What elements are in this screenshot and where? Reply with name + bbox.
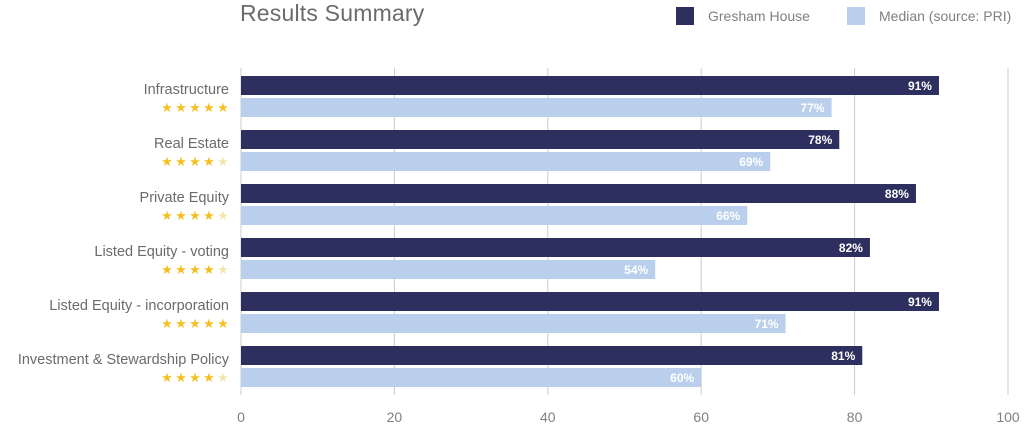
legend-swatch-median (847, 7, 865, 25)
bar-median-source-pri-infrastructure (241, 98, 832, 117)
data-label: 54% (624, 263, 648, 277)
star-icon: ★ (217, 154, 229, 169)
star-icon: ★ (217, 208, 229, 223)
data-label: 66% (716, 209, 740, 223)
bar-gresham-house-listed-equity-voting (241, 238, 870, 257)
data-label: 60% (670, 371, 694, 385)
category-label-listed-equity-voting: Listed Equity - voting (94, 244, 229, 260)
star-icon: ★ (189, 316, 201, 331)
star-icon: ★ (189, 262, 201, 277)
legend-item-median: Median (source: PRI) (847, 6, 1011, 26)
bar-median-source-pri-listed-equity-incorporation (241, 314, 786, 333)
bar-median-source-pri-investment-and-stewardship-policy (241, 368, 702, 387)
category-label-private-equity: Private Equity (140, 190, 230, 206)
legend-swatch-gresham-house (676, 7, 694, 25)
category-label-investment-and-stewardship-policy: Investment & Stewardship Policy (18, 352, 230, 368)
star-icon: ★ (161, 262, 173, 277)
data-label: 78% (808, 133, 832, 147)
star-icon: ★ (161, 154, 173, 169)
star-icon: ★ (203, 262, 215, 277)
legend-label-median: Median (source: PRI) (879, 8, 1012, 24)
bar-gresham-house-private-equity (241, 184, 916, 203)
star-icon: ★ (217, 316, 229, 331)
legend-item-gresham-house: Gresham House (676, 6, 810, 26)
star-icon: ★ (203, 370, 215, 385)
star-icon: ★ (161, 100, 173, 115)
star-icon: ★ (217, 370, 229, 385)
bar-median-source-pri-real-estate (241, 152, 771, 171)
star-icon: ★ (161, 370, 173, 385)
category-label-real-estate: Real Estate (154, 136, 229, 152)
star-icon: ★ (175, 370, 187, 385)
x-tick-label: 100 (996, 409, 1020, 425)
star-icon: ★ (175, 100, 187, 115)
star-icon: ★ (189, 208, 201, 223)
star-icon: ★ (203, 316, 215, 331)
data-label: 88% (885, 187, 909, 201)
star-icon: ★ (203, 100, 215, 115)
star-icon: ★ (175, 316, 187, 331)
star-icon: ★ (175, 154, 187, 169)
star-icon: ★ (203, 208, 215, 223)
star-icon: ★ (175, 208, 187, 223)
bar-gresham-house-investment-and-stewardship-policy (241, 346, 863, 365)
bar-median-source-pri-private-equity (241, 206, 748, 225)
star-icon: ★ (189, 100, 201, 115)
data-label: 77% (801, 101, 825, 115)
star-icon: ★ (189, 370, 201, 385)
star-icon: ★ (161, 316, 173, 331)
x-tick-label: 20 (387, 409, 403, 425)
bar-gresham-house-listed-equity-incorporation (241, 292, 939, 311)
x-tick-label: 80 (847, 409, 863, 425)
bar-gresham-house-real-estate (241, 130, 840, 149)
bar-median-source-pri-listed-equity-voting (241, 260, 656, 279)
data-label: 82% (839, 241, 863, 255)
data-label: 91% (908, 295, 932, 309)
bar-gresham-house-infrastructure (241, 76, 939, 95)
data-label: 81% (831, 349, 855, 363)
x-tick-label: 60 (693, 409, 709, 425)
star-icon: ★ (217, 100, 229, 115)
x-tick-label: 0 (237, 409, 245, 425)
legend-label-gresham-house: Gresham House (708, 8, 810, 24)
x-tick-label: 40 (540, 409, 556, 425)
chart-title: Results Summary (240, 0, 425, 26)
star-icon: ★ (203, 154, 215, 169)
star-icon: ★ (217, 262, 229, 277)
category-label-infrastructure: Infrastructure (144, 82, 229, 98)
star-icon: ★ (175, 262, 187, 277)
star-icon: ★ (161, 208, 173, 223)
data-label: 69% (739, 155, 763, 169)
star-icon: ★ (189, 154, 201, 169)
data-label: 71% (755, 317, 779, 331)
category-label-listed-equity-incorporation: Listed Equity - incorporation (49, 298, 229, 314)
data-label: 91% (908, 79, 932, 93)
